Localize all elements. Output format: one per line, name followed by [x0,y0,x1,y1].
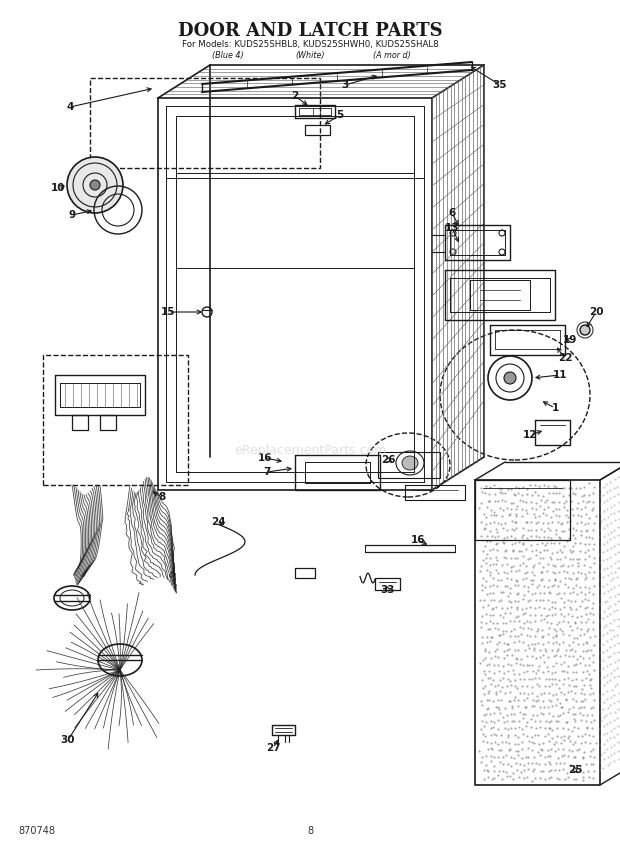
Text: 30: 30 [61,735,75,745]
Text: 27: 27 [266,743,280,753]
Text: 22: 22 [558,353,572,363]
Text: 25: 25 [568,765,582,775]
Text: eReplacementParts.com: eReplacementParts.com [234,443,386,456]
Text: 5: 5 [337,110,343,120]
Text: (A mor d): (A mor d) [373,51,411,60]
Text: 10: 10 [51,183,65,193]
Text: 4: 4 [66,102,74,112]
Text: 870748: 870748 [18,826,55,836]
Text: 24: 24 [211,517,225,527]
Ellipse shape [580,325,590,335]
Bar [43,355,188,485]
Text: For Models: KUDS25SHBL8, KUDS25SHWH0, KUDS25SHAL8: For Models: KUDS25SHBL8, KUDS25SHWH0, KU… [182,40,438,49]
Text: 16: 16 [258,453,272,463]
Text: 9: 9 [68,210,76,220]
Text: 35: 35 [493,80,507,90]
Text: 26: 26 [381,455,396,465]
Text: 15: 15 [161,307,175,317]
Ellipse shape [90,180,100,190]
Text: 19: 19 [563,335,577,345]
Text: 8: 8 [307,826,313,836]
Text: 6: 6 [448,208,456,218]
Text: 11: 11 [553,370,567,380]
Text: 12: 12 [523,430,538,440]
Text: 1: 1 [551,403,559,413]
Text: (Blue 4): (Blue 4) [212,51,244,60]
Ellipse shape [67,157,123,213]
Text: DOOR AND LATCH PARTS: DOOR AND LATCH PARTS [178,22,442,40]
Text: 16: 16 [410,535,425,545]
Text: 20: 20 [589,307,603,317]
Ellipse shape [504,372,516,384]
Text: 13: 13 [445,223,459,233]
Text: 8: 8 [158,492,166,502]
Ellipse shape [402,456,418,470]
Bar [90,78,320,168]
Text: 3: 3 [342,80,348,90]
Text: 7: 7 [264,467,271,477]
Text: 2: 2 [291,91,299,101]
Text: (White): (White) [295,51,325,60]
Text: 33: 33 [381,585,396,595]
